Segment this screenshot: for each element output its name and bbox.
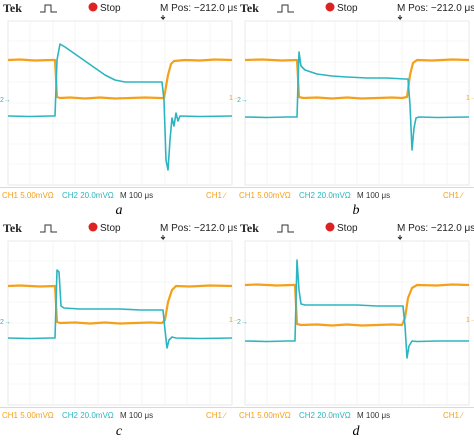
- trigger-readout: CH1 ∕: [443, 411, 464, 420]
- caption-a: a: [115, 203, 123, 218]
- horizontal-position-readout: M Pos: −212.0 μs: [160, 223, 237, 234]
- ch1-scale-readout: CH1 5.00mVΩ: [239, 411, 291, 420]
- oscilloscope-screen-b: Tek Stop M Pos: −212.0 μs 2→ 1→ CH1 5.00…: [237, 0, 474, 202]
- trigger-readout: CH1 ∕: [206, 191, 227, 200]
- trigger-position-arrow-icon: [397, 15, 403, 21]
- ch1-ground-marker: 1→: [229, 95, 237, 102]
- acquisition-status: Stop: [337, 223, 358, 234]
- rising-edge-pulse-icon: [277, 4, 294, 13]
- ch2-ground-marker: 2→: [0, 97, 11, 104]
- rising-edge-pulse-icon: [40, 224, 57, 233]
- ch2-trace: [7, 43, 233, 171]
- ch1-scale-readout: CH1 5.00mVΩ: [2, 191, 54, 200]
- acquisition-status: Stop: [100, 3, 121, 14]
- horizontal-position-readout: M Pos: −212.0 μs: [397, 223, 474, 234]
- timebase-readout: M 100 μs: [120, 191, 153, 200]
- stop-icon: [325, 222, 335, 232]
- ch2-trace: [244, 259, 469, 359]
- ch2-trace: [244, 51, 470, 151]
- ch2-ground-marker: 2→: [0, 319, 11, 326]
- ch2-scale-readout: CH2 20.0mVΩ: [299, 411, 351, 420]
- caption-b: b: [352, 203, 360, 218]
- ch1-scale-readout: CH1 5.00mVΩ: [239, 191, 291, 200]
- ch1-ground-marker: 1→: [466, 317, 474, 324]
- horizontal-position-readout: M Pos: −212.0 μs: [397, 3, 474, 14]
- ch2-scale-readout: CH2 20.0mVΩ: [62, 411, 114, 420]
- ch1-trace: [7, 284, 233, 325]
- graticule-grid: [245, 21, 469, 185]
- oscilloscope-screen-a: Tek Stop M Pos: −212.0 μs 2→ 1→ CH1 5.00…: [0, 0, 237, 202]
- ch2-scale-readout: CH2 20.0mVΩ: [62, 191, 114, 200]
- trigger-position-arrow-icon: [160, 235, 166, 241]
- caption-d: d: [352, 424, 360, 439]
- stop-icon: [325, 2, 335, 12]
- ch1-ground-marker: 1→: [466, 95, 474, 102]
- trigger-position-arrow-icon: [397, 235, 403, 241]
- ch1-trace: [244, 58, 470, 100]
- brand-logo: Tek: [3, 1, 22, 15]
- ch2-scale-readout: CH2 20.0mVΩ: [299, 191, 351, 200]
- ch1-trace: [244, 283, 470, 327]
- ch1-scale-readout: CH1 5.00mVΩ: [2, 411, 54, 420]
- ch2-ground-marker: 2→: [237, 319, 248, 326]
- horizontal-position-readout: M Pos: −212.0 μs: [160, 3, 237, 14]
- trigger-readout: CH1 ∕: [206, 411, 227, 420]
- brand-logo: Tek: [240, 221, 259, 235]
- oscilloscope-screen-d: Tek Stop M Pos: −212.0 μs 2→ 1→ CH1 5.00…: [237, 220, 474, 422]
- rising-edge-pulse-icon: [277, 224, 294, 233]
- timebase-readout: M 100 μs: [357, 411, 390, 420]
- ch2-ground-marker: 2→: [237, 97, 248, 104]
- trigger-position-arrow-icon: [160, 15, 166, 21]
- acquisition-status: Stop: [100, 223, 121, 234]
- caption-c: c: [115, 424, 123, 439]
- graticule-grid: [8, 21, 232, 185]
- ch1-ground-marker: 1→: [229, 317, 237, 324]
- stop-icon: [88, 222, 98, 232]
- rising-edge-pulse-icon: [40, 4, 57, 13]
- brand-logo: Tek: [3, 221, 22, 235]
- ch1-trace: [7, 58, 233, 100]
- stop-icon: [88, 2, 98, 12]
- brand-logo: Tek: [240, 1, 259, 15]
- oscilloscope-screen-c: Tek Stop M Pos: −212.0 μs 2→ 1→ CH1 5.00…: [0, 220, 237, 422]
- acquisition-status: Stop: [337, 3, 358, 14]
- ch2-trace: [7, 269, 233, 349]
- timebase-readout: M 100 μs: [120, 411, 153, 420]
- trigger-readout: CH1 ∕: [443, 191, 464, 200]
- timebase-readout: M 100 μs: [357, 191, 390, 200]
